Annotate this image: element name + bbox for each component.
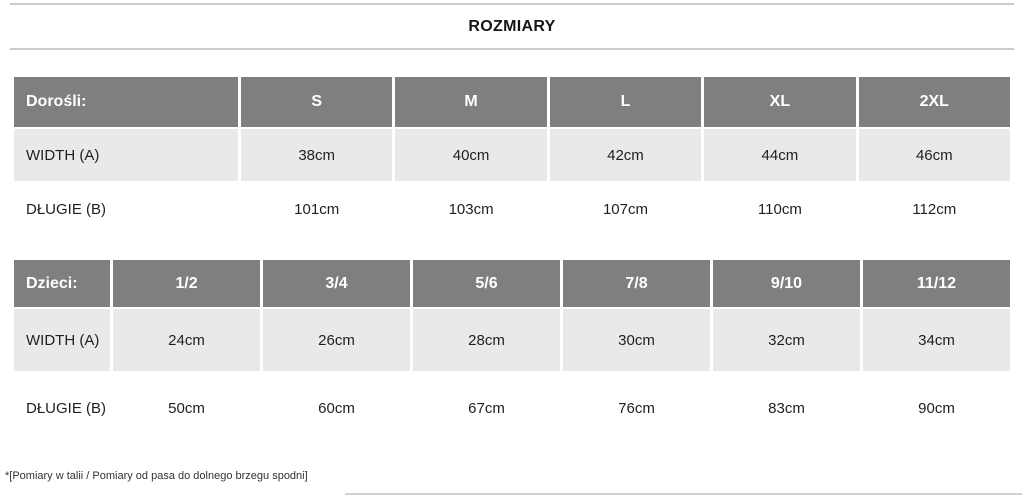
- measurement-label: WIDTH (A): [14, 309, 110, 371]
- adults-header-row: Dorośli: S M L XL 2XL: [14, 77, 1010, 127]
- adults-size-table: Dorośli: S M L XL 2XL WIDTH (A) 38cm 40cm 42cm 44c…: [11, 75, 1013, 237]
- kids-size-table: Dzieci: 1/2 3/4 5/6 7/8 9/10 11/12 WIDTH (A) 24c…: [11, 258, 1013, 445]
- table-row: WIDTH (A) 38cm 40cm 42cm 44cm 46cm: [14, 129, 1010, 181]
- kids-size-column-header: 5/6: [413, 260, 560, 307]
- measurement-value: 110cm: [704, 183, 856, 235]
- measurement-value: 107cm: [549, 183, 702, 235]
- kids-size-column-header: 11/12: [863, 260, 1010, 307]
- adults-size-column-header: XL: [704, 77, 856, 127]
- measurement-value: 90cm: [863, 373, 1010, 443]
- measurement-value: 40cm: [395, 129, 547, 181]
- measurement-value: 46cm: [858, 129, 1010, 181]
- top-divider: [10, 3, 1014, 5]
- measurement-value: 24cm: [113, 309, 260, 371]
- kids-header-row: Dzieci: 1/2 3/4 5/6 7/8 9/10 11/12: [14, 260, 1010, 307]
- bottom-divider: [345, 493, 1022, 495]
- measurement-value: 32cm: [713, 309, 860, 371]
- kids-size-column-header: 9/10: [713, 260, 860, 307]
- measurement-value: 60cm: [263, 373, 410, 443]
- adults-size-column-header: 2XL: [858, 77, 1010, 127]
- measurement-value: 28cm: [413, 309, 560, 371]
- title-divider: [10, 48, 1014, 50]
- footnote: *[Pomiary w talii / Pomiary od pasa do d…: [5, 470, 308, 482]
- page-title: ROZMIARY: [468, 18, 556, 35]
- measurement-value: 103cm: [395, 183, 547, 235]
- measurement-value: 26cm: [263, 309, 410, 371]
- measurement-value: 50cm: [113, 373, 260, 443]
- adults-size-column-header: M: [395, 77, 547, 127]
- adults-group-header: Dorośli:: [14, 77, 238, 127]
- adults-size-column-header: L: [549, 77, 702, 127]
- kids-group-header: Dzieci:: [14, 260, 110, 307]
- measurement-value: 76cm: [563, 373, 710, 443]
- measurement-value: 42cm: [549, 129, 702, 181]
- measurement-value: 44cm: [704, 129, 856, 181]
- measurement-value: 38cm: [241, 129, 393, 181]
- adults-size-column-header: S: [241, 77, 393, 127]
- measurement-value: 30cm: [563, 309, 710, 371]
- measurement-value: 34cm: [863, 309, 1010, 371]
- measurement-value: 83cm: [713, 373, 860, 443]
- table-row: WIDTH (A) 24cm 26cm 28cm 30cm 32cm 34cm: [14, 309, 1010, 371]
- measurement-label: WIDTH (A): [14, 129, 238, 181]
- kids-size-column-header: 3/4: [263, 260, 410, 307]
- measurement-value: 101cm: [241, 183, 393, 235]
- table-row: DŁUGIE (B) 101cm 103cm 107cm 110cm 112cm: [14, 183, 1010, 235]
- kids-size-column-header: 1/2: [113, 260, 260, 307]
- measurement-value: 112cm: [858, 183, 1010, 235]
- kids-size-column-header: 7/8: [563, 260, 710, 307]
- measurement-label: DŁUGIE (B): [14, 373, 110, 443]
- table-row: DŁUGIE (B) 50cm 60cm 67cm 76cm 83cm 90cm: [14, 373, 1010, 443]
- measurement-label: DŁUGIE (B): [14, 183, 238, 235]
- measurement-value: 67cm: [413, 373, 560, 443]
